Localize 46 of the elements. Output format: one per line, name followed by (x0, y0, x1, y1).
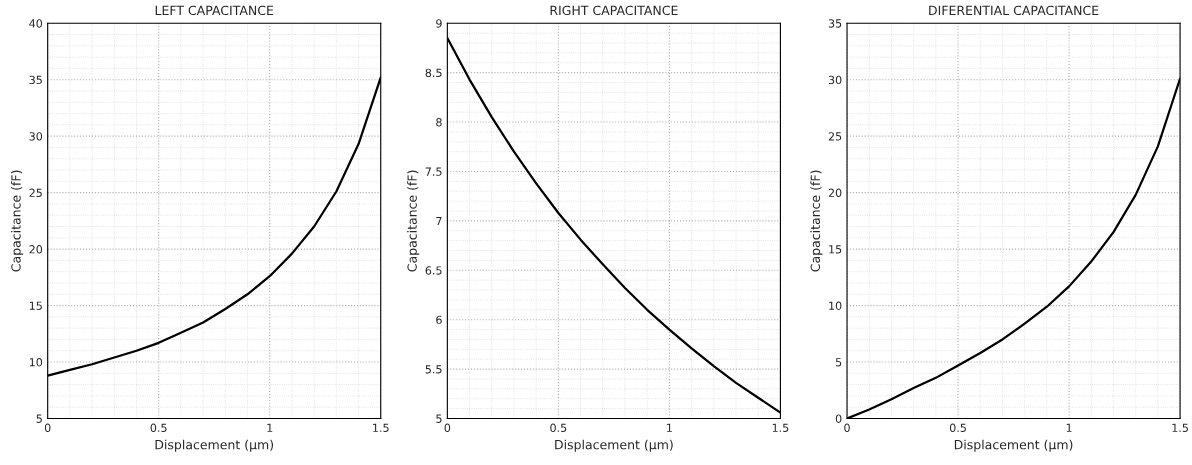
x-axis-title: Displacement (µm) (555, 439, 673, 452)
y-axis-title: Capacitance (fF) (11, 170, 24, 272)
x-axis-title: Displacement (µm) (155, 439, 274, 452)
x-tick-label: 1 (267, 423, 273, 432)
x-tick-label: 0.5 (150, 423, 167, 432)
y-tick-label: 5 (436, 414, 442, 423)
y-tick-label: 20 (828, 188, 842, 198)
chart-title: DIFERENTIAL CAPACITANCE (929, 5, 1099, 16)
x-tick-label: 0.5 (550, 423, 567, 432)
y-axis-title: Capacitance (fF) (810, 170, 823, 272)
x-tick-label: 1.5 (373, 423, 389, 432)
y-tick-label: 5.5 (425, 365, 442, 374)
y-tick-label: 10 (29, 358, 43, 367)
y-tick-label: 30 (828, 75, 842, 85)
y-tick-label: 5 (36, 414, 42, 423)
y-tick-label: 8 (436, 118, 442, 127)
chart-title: LEFT CAPACITANCE (155, 5, 274, 16)
x-tick-label: 1 (667, 423, 672, 432)
y-axis-title: Capacitance (fF) (407, 170, 420, 272)
y-tick-label: 6 (436, 315, 442, 325)
x-tick-label: 0 (844, 423, 850, 432)
x-tick-label: 0.5 (949, 423, 966, 432)
y-tick-label: 40 (29, 19, 43, 28)
y-tick-label: 6.5 (425, 266, 442, 275)
x-tick-label: 1.5 (1172, 423, 1188, 432)
y-tick-label: 10 (829, 301, 842, 310)
y-tick-label: 9 (436, 19, 442, 28)
y-tick-label: 8.5 (425, 68, 442, 78)
y-tick-label: 35 (29, 75, 42, 85)
y-tick-label: 15 (829, 245, 842, 254)
x-tick-label: 0 (44, 423, 51, 432)
x-tick-label: 0 (444, 423, 451, 432)
y-tick-label: 5 (835, 358, 842, 367)
y-tick-label: 35 (828, 19, 842, 28)
x-tick-label: 1.5 (772, 423, 789, 432)
x-tick-label: 1 (1066, 423, 1072, 432)
y-tick-label: 25 (828, 132, 842, 141)
y-tick-label: 7 (436, 217, 442, 226)
x-axis-title: Displacement (µm) (954, 439, 1073, 452)
y-tick-label: 20 (29, 245, 43, 254)
chart-title: RIGHT CAPACITANCE (550, 5, 678, 16)
y-tick-label: 25 (29, 188, 42, 198)
y-tick-label: 0 (835, 414, 842, 423)
y-tick-label: 30 (29, 132, 43, 141)
y-tick-label: 15 (29, 301, 42, 310)
y-tick-label: 7.5 (425, 167, 442, 176)
